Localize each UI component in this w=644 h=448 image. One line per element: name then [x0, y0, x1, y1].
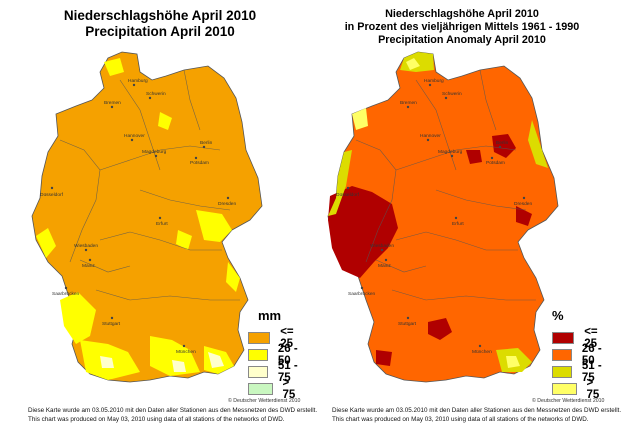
left-borders-rivers — [59, 69, 240, 301]
right-city-stuttgart: Stuttgart — [398, 321, 417, 327]
right-legend-swatch-1 — [552, 331, 575, 344]
left-map: Hamburg Schwerin Bremen Hannover Berlin … — [31, 51, 263, 383]
left-city-muenchen: München — [176, 349, 196, 355]
left-legend-swatch-3 — [248, 365, 268, 378]
right-city-labels: Hamburg Schwerin Bremen Hannover Berlin … — [336, 78, 532, 355]
right-map: Hamburg Schwerin Bremen Hannover Berlin … — [327, 51, 559, 383]
right-map-title: Niederschlagshöhe April 2010 in Prozent … — [312, 8, 612, 47]
right-city-duesseldorf: Düsseldorf — [336, 192, 360, 198]
right-legend-label-4: > 75 — [586, 376, 600, 401]
right-city-berlin: Berlin — [496, 140, 509, 146]
left-legend-swatch-4 — [248, 382, 273, 395]
left-legend-label-3: 51 - 75 — [277, 359, 298, 384]
left-legend-row-2: 26 - 50 — [248, 343, 301, 367]
left-credit: © Deutscher Wetterdienst 2010 — [228, 398, 301, 404]
right-city-erfurt: Erfurt — [452, 221, 464, 227]
left-legend-swatch-1 — [248, 331, 271, 344]
left-title-line1: Niederschlagshöhe April 2010 — [63, 8, 257, 23]
right-legend-label-1: <= 25 — [584, 325, 598, 350]
left-footnote: Diese Karte wurde am 03.05.2010 mit den … — [28, 407, 317, 424]
right-legend-row-4: > 75 — [552, 377, 605, 401]
right-title-line3: Precipitation Anomaly April 2010 — [378, 33, 546, 46]
right-legend-swatch-3 — [552, 365, 572, 378]
right-legend-label-3: 51 - 75 — [581, 359, 602, 384]
right-city-magdeburg: Magdeburg — [438, 149, 463, 155]
right-title-line1: Niederschlagshöhe April 2010 — [385, 8, 539, 20]
left-city-erfurt: Erfurt — [156, 221, 168, 227]
left-city-hamburg: Hamburg — [128, 78, 148, 84]
right-title-line2: in Prozent des vieljährigen Mittels 1961… — [344, 20, 580, 33]
right-borders-rivers — [355, 69, 536, 301]
right-city-wiesbaden: Wiesbaden — [370, 243, 394, 249]
right-lightyellow-zones — [352, 58, 520, 368]
left-legend-label-1: <= 25 — [280, 325, 294, 350]
left-city-bremen: Bremen — [104, 100, 121, 106]
right-city-muenchen: München — [472, 349, 492, 355]
left-title-line2: Precipitation April 2010 — [85, 23, 235, 39]
left-map-title: Niederschlagshöhe April 2010 Precipitati… — [40, 8, 280, 39]
left-germany-shape — [31, 51, 263, 383]
right-city-mainz: Mainz — [378, 263, 391, 269]
left-legend-row-3: 51 - 75 — [248, 360, 301, 384]
left-city-stuttgart: Stuttgart — [102, 321, 121, 327]
left-city-dots — [50, 83, 230, 348]
left-legend-unit: mm — [258, 308, 282, 323]
left-note-de: Diese Karte wurde am 03.05.2010 mit den … — [28, 407, 318, 414]
right-legend-row-1: <= 25 — [552, 326, 605, 350]
left-city-schwerin: Schwerin — [146, 91, 166, 97]
right-legend-swatch-2 — [552, 348, 572, 361]
right-city-saarbruecken: Saarbrücken — [348, 291, 376, 297]
right-city-hamburg: Hamburg — [424, 78, 444, 84]
right-city-schwerin: Schwerin — [442, 91, 462, 97]
left-legend-row-1: <= 25 — [248, 326, 301, 350]
right-city-dots — [346, 83, 526, 348]
left-note-en: This chart was produced on May 03, 2010 … — [28, 415, 285, 423]
left-pale-zones — [100, 352, 224, 372]
right-credit: © Deutscher Wetterdienst 2010 — [532, 398, 605, 404]
right-note-de: Diese Karte wurde am 03.05.2010 mit den … — [332, 407, 622, 414]
left-city-potsdam: Potsdam — [190, 160, 209, 166]
left-legend-label-2: 26 - 50 — [277, 342, 298, 367]
right-city-dresden: Dresden — [514, 201, 532, 207]
right-note-en: This chart was produced on May 03, 2010 … — [332, 415, 589, 423]
right-legend-label-2: 26 - 50 — [581, 342, 602, 367]
right-legend-row-2: 26 - 50 — [552, 343, 605, 367]
right-city-hannover: Hannover — [420, 133, 441, 139]
left-city-dresden: Dresden — [218, 201, 236, 207]
left-city-wiesbaden: Wiesbaden — [74, 243, 98, 249]
right-legend-swatch-4 — [552, 382, 577, 395]
right-footnote: Diese Karte wurde am 03.05.2010 mit den … — [332, 407, 621, 424]
right-legend-unit: % — [552, 308, 564, 323]
right-city-bremen: Bremen — [400, 100, 417, 106]
left-legend-label-4: > 75 — [282, 376, 296, 401]
left-city-duesseldorf: Düsseldorf — [40, 192, 64, 198]
left-city-mainz: Mainz — [82, 263, 95, 269]
right-legend-row-3: 51 - 75 — [552, 360, 605, 384]
left-city-magdeburg: Magdeburg — [142, 149, 167, 155]
left-legend-row-4: > 75 — [248, 377, 301, 401]
right-darkred-zones — [328, 134, 532, 366]
left-city-berlin: Berlin — [200, 140, 213, 146]
left-city-labels: Hamburg Schwerin Bremen Hannover Berlin … — [40, 78, 236, 355]
right-city-potsdam: Potsdam — [486, 160, 505, 166]
left-city-saarbruecken: Saarbrücken — [52, 291, 80, 297]
left-legend-swatch-2 — [248, 348, 268, 361]
left-city-hannover: Hannover — [124, 133, 145, 139]
